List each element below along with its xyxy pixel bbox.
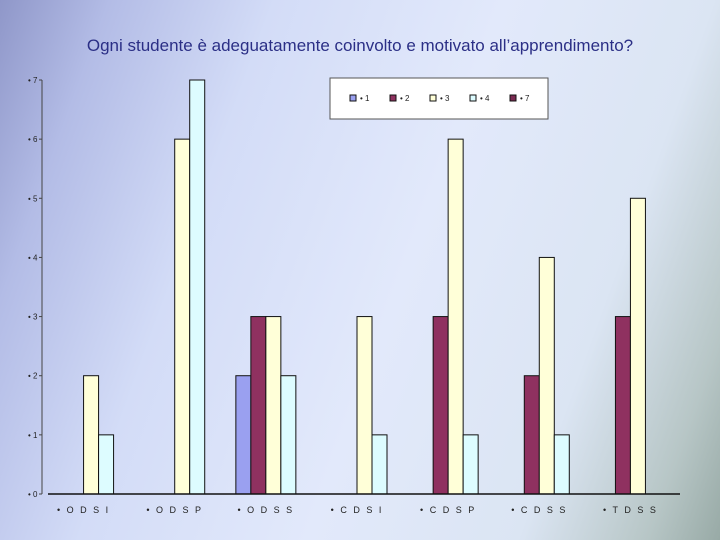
bar-4-4	[462, 434, 479, 495]
y-tick-label: • 6	[28, 135, 38, 144]
legend-label: • 2	[400, 94, 410, 103]
y-tick-label: • 4	[28, 253, 38, 262]
bar-4-3	[371, 434, 388, 495]
slide-title: Ogni studente è adeguatamente coinvolto …	[86, 36, 634, 55]
y-tick-label: • 3	[28, 313, 38, 322]
legend-swatch	[509, 94, 517, 102]
x-category-label: • T D S S	[603, 505, 658, 515]
y-tick-label: • 7	[28, 76, 38, 85]
legend-label: • 3	[440, 94, 450, 103]
legend-label: • 7	[520, 94, 530, 103]
bars	[83, 79, 646, 495]
y-tick-label: • 2	[28, 372, 38, 381]
bar-4-5	[553, 434, 570, 495]
y-tick-label: • 0	[28, 490, 38, 499]
bar-1-2	[235, 375, 252, 495]
bar-4-1	[189, 79, 206, 495]
bar-4-0	[98, 434, 115, 495]
bar-3-1	[174, 138, 191, 495]
legend-swatch	[349, 94, 357, 102]
legend-label: • 4	[480, 94, 490, 103]
x-category-label: • O D S I	[57, 505, 110, 515]
bar-3-2	[265, 316, 282, 495]
legend: • 1 • 2 • 3 • 4 • 7	[329, 77, 549, 120]
x-category-label: • O D S S	[238, 505, 295, 515]
legend-label: • 1	[360, 94, 370, 103]
x-category-label: • O D S P	[146, 505, 203, 515]
bar-2-6	[614, 316, 631, 495]
legend-swatch	[469, 94, 477, 102]
legend-swatch	[429, 94, 437, 102]
bar-3-5	[538, 256, 555, 495]
legend-swatch	[389, 94, 397, 102]
x-category-label: • C D S P	[420, 505, 476, 515]
axes	[41, 80, 680, 495]
bar-3-6	[629, 197, 646, 495]
bar-3-4	[447, 138, 464, 495]
y-tick-label: • 5	[28, 194, 38, 203]
y-tick-label: • 1	[28, 431, 38, 440]
x-axis-labels: • O D S I • O D S P • O D S S • C D S I • C …	[57, 505, 658, 515]
y-axis-ticks: • 0 • 1 • 2 • 3 • 4 • 5 • 6 • 7	[28, 76, 42, 499]
bar-2-4	[432, 316, 449, 495]
x-category-label: • C D S S	[511, 505, 567, 515]
bar-3-0	[83, 375, 100, 495]
x-category-label: • C D S I	[331, 505, 384, 515]
bar-2-2	[250, 316, 267, 495]
bar-4-2	[280, 375, 297, 495]
bar-3-3	[356, 316, 373, 495]
bar-2-5	[523, 375, 540, 495]
